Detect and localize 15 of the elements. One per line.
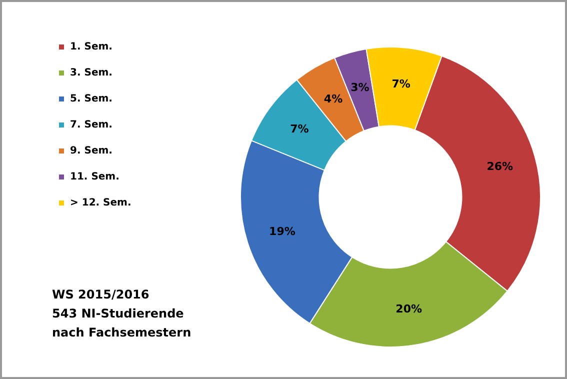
- data-label: 26%: [486, 160, 514, 173]
- data-label: 7%: [392, 77, 410, 90]
- data-label: 20%: [396, 302, 422, 316]
- legend-label: 1. Sem.: [70, 42, 112, 52]
- text: WS 2015/2016 543 NI-Studierende nach Fachsemestern: [52, 288, 192, 340]
- legend-label: 3. Sem.: [70, 68, 112, 78]
- legend-label: 7. Sem.: [70, 120, 112, 130]
- data-label: 19%: [269, 224, 296, 238]
- data-label: 7%: [290, 122, 309, 136]
- data-label: 3%: [350, 81, 370, 94]
- legend-label: > 12. Sem.: [70, 198, 132, 208]
- legend-label: 5. Sem.: [70, 94, 112, 104]
- legend-label: 11. Sem.: [70, 172, 120, 182]
- legend-label: 9. Sem.: [70, 146, 112, 156]
- data-label: 4%: [324, 92, 343, 106]
